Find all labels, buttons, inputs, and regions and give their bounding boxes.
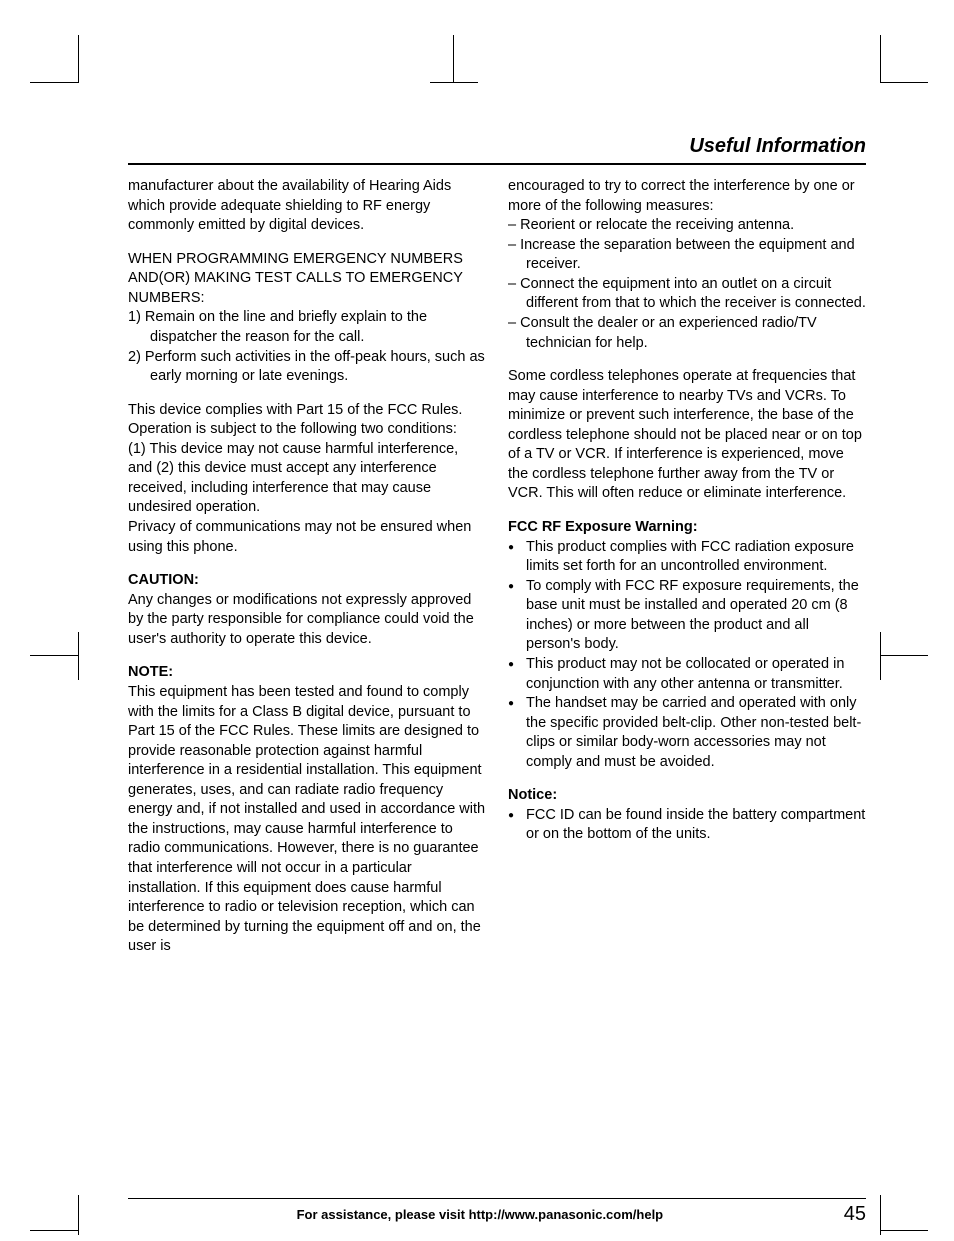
list-item: This product may not be collocated or op…	[508, 655, 866, 694]
list-item: To comply with FCC RF exposure requireme…	[508, 577, 866, 655]
caution-heading: CAUTION:	[128, 571, 486, 591]
crop-mark	[880, 632, 881, 680]
crop-mark	[880, 655, 928, 656]
crop-mark	[30, 1230, 78, 1231]
two-column-body: manufacturer about the availability of H…	[128, 177, 866, 957]
crop-mark	[30, 655, 78, 656]
list-item: The handset may be carried and operated …	[508, 694, 866, 772]
notice-heading: Notice:	[508, 786, 866, 806]
paragraph: manufacturer about the availability of H…	[128, 177, 486, 236]
crop-mark	[30, 82, 78, 83]
list-item: Consult the dealer or an experienced rad…	[508, 314, 866, 353]
list-item: Connect the equipment into an outlet on …	[508, 275, 866, 314]
crop-mark	[78, 35, 79, 83]
emergency-heading: WHEN PROGRAMMING EMERGENCY NUMBERS AND(O…	[128, 250, 486, 309]
column-left: manufacturer about the availability of H…	[128, 177, 486, 957]
list-item: FCC ID can be found inside the battery c…	[508, 806, 866, 845]
list-item: Reorient or relocate the receiving anten…	[508, 216, 866, 236]
page-header-title: Useful Information	[128, 135, 866, 165]
footer-page-number: 45	[844, 1203, 866, 1226]
paragraph: (1) This device may not cause harmful in…	[128, 440, 486, 518]
crop-mark	[78, 632, 79, 680]
crop-mark	[880, 1195, 881, 1235]
crop-mark	[453, 35, 454, 83]
crop-mark	[880, 35, 881, 83]
list-item: 1) Remain on the line and briefly explai…	[128, 308, 486, 347]
footer-assistance-text: For assistance, please visit http://www.…	[128, 1207, 832, 1222]
list-item: 2) Perform such activities in the off-pe…	[128, 348, 486, 387]
paragraph: encouraged to try to correct the interfe…	[508, 177, 866, 216]
rf-warning-list: This product complies with FCC radiation…	[508, 538, 866, 773]
crop-mark	[880, 82, 928, 83]
paragraph: This device complies with Part 15 of the…	[128, 401, 486, 440]
note-body: This equipment has been tested and found…	[128, 683, 486, 957]
crop-mark	[880, 1230, 928, 1231]
crop-mark	[78, 1195, 79, 1235]
crop-mark	[430, 82, 478, 83]
rf-warning-heading: FCC RF Exposure Warning:	[508, 518, 866, 538]
page-content: Useful Information manufacturer about th…	[128, 135, 866, 1165]
list-item: Increase the separation between the equi…	[508, 236, 866, 275]
paragraph: Privacy of communications may not be ens…	[128, 518, 486, 557]
notice-list: FCC ID can be found inside the battery c…	[508, 806, 866, 845]
caution-body: Any changes or modifications not express…	[128, 591, 486, 650]
emergency-steps-list: 1) Remain on the line and briefly explai…	[128, 308, 486, 386]
interference-measures-list: Reorient or relocate the receiving anten…	[508, 216, 866, 353]
list-item: This product complies with FCC radiation…	[508, 538, 866, 577]
page-footer: For assistance, please visit http://www.…	[128, 1198, 866, 1226]
note-heading: NOTE:	[128, 663, 486, 683]
column-right: encouraged to try to correct the interfe…	[508, 177, 866, 957]
paragraph: Some cordless telephones operate at freq…	[508, 367, 866, 504]
